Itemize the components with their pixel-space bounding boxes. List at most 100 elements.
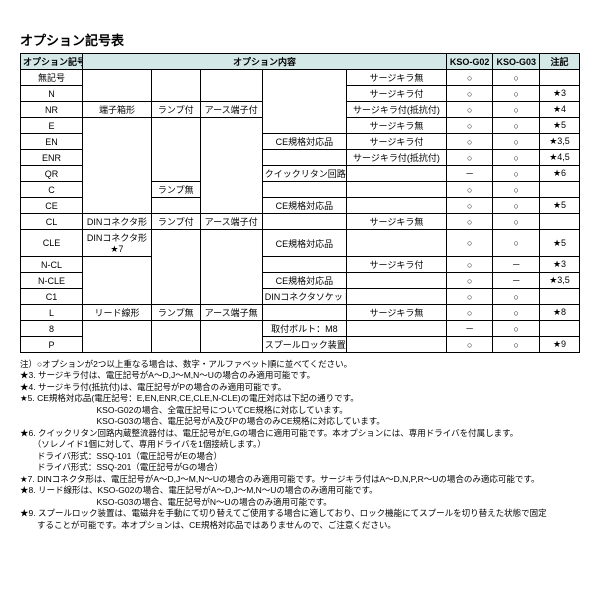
table-row: 8取付ボルト：M8－○ <box>21 321 580 337</box>
cell-note <box>540 289 580 305</box>
cell-sub5: サージキラ無 <box>347 118 447 134</box>
cell-code: N <box>21 86 83 102</box>
cell-g02: ○ <box>446 214 493 230</box>
cell-note <box>540 182 580 198</box>
th-note: 注記 <box>540 54 580 70</box>
note-line: ドライバ形式：SSQ-101（電圧記号がEの場合） <box>20 451 580 462</box>
cell-note <box>540 70 580 86</box>
note-line: ★5. CE規格対応品(電圧記号：E,EN,ENR,CE,CLE,N-CLE)の… <box>20 393 580 404</box>
cell-g03: ○ <box>493 70 540 86</box>
cell-code: C1 <box>21 289 83 305</box>
cell-sub4: 取付ボルト：M8 <box>262 321 346 337</box>
cell-sub3: アース端子付 <box>200 102 262 118</box>
cell-sub5: サージキラ付 <box>347 257 447 273</box>
cell-sub2: ランプ付 <box>151 102 200 118</box>
cell-sub3: アース端子無 <box>200 305 262 321</box>
cell-g02: ○ <box>446 134 493 150</box>
note-line: 注）○オプションが2つ以上重なる場合は、数字・アルファベット順に並べてください。 <box>20 359 580 370</box>
cell-g03: ○ <box>493 230 540 257</box>
cell-sub4: CE規格対応品 <box>262 273 346 289</box>
cell-note: ★3 <box>540 86 580 102</box>
cell-g03: ○ <box>493 198 540 214</box>
cell-g03: ○ <box>493 118 540 134</box>
cell-sub3 <box>200 230 262 305</box>
cell-code: P <box>21 337 83 353</box>
cell-sub1 <box>83 118 152 214</box>
cell-sub2 <box>151 230 200 305</box>
cell-g03: ○ <box>493 214 540 230</box>
note-line: ★9. スプールロック装置は、電磁弁を手動にて切り替えてご使用する場合に適してお… <box>20 508 580 519</box>
notes-section: 注）○オプションが2つ以上重なる場合は、数字・アルファベット順に並べてください。… <box>20 359 580 531</box>
cell-g02: ○ <box>446 198 493 214</box>
cell-note: ★5 <box>540 118 580 134</box>
table-row: N-CLサージキラ付○－★3 <box>21 257 580 273</box>
cell-sub4 <box>262 305 346 321</box>
cell-sub1 <box>83 257 152 305</box>
cell-sub1: 端子箱形 <box>83 102 152 118</box>
table-row: CLEDINコネクタ形★7CE規格対応品○○★5 <box>21 230 580 257</box>
cell-code: L <box>21 305 83 321</box>
cell-note: ★6 <box>540 166 580 182</box>
cell-code: N-CLE <box>21 273 83 289</box>
cell-sub4: DINコネクタソケット無 <box>262 289 346 305</box>
cell-note: ★8 <box>540 305 580 321</box>
cell-g02: － <box>446 321 493 337</box>
cell-sub4 <box>262 70 346 134</box>
cell-sub1 <box>83 70 152 102</box>
cell-g02: － <box>446 166 493 182</box>
cell-g03: ○ <box>493 134 540 150</box>
cell-sub2 <box>151 70 200 102</box>
cell-sub2: ランプ無 <box>151 182 200 198</box>
option-table: オプション記号 オプション内容 KSO-G02 KSO-G03 注記 無記号サー… <box>20 53 580 353</box>
cell-g02: ○ <box>446 273 493 289</box>
cell-sub2 <box>151 118 200 182</box>
cell-sub1 <box>83 321 152 353</box>
note-line: ★7. DINコネクタ形は、電圧記号がA～D,J～M,N～Uの場合のみ適用可能で… <box>20 474 580 485</box>
cell-g03: ○ <box>493 337 540 353</box>
cell-sub5 <box>347 166 447 182</box>
cell-sub4 <box>262 257 346 273</box>
cell-sub5: サージキラ無 <box>347 305 447 321</box>
note-line: ドライバ形式：SSQ-201（電圧記号がGの場合） <box>20 462 580 473</box>
cell-note: ★5 <box>540 198 580 214</box>
cell-sub4 <box>262 182 346 198</box>
note-line: KSO-G03の場合、電圧記号がN～Uの場合のみ適用可能です。 <box>20 497 580 508</box>
cell-code: CLE <box>21 230 83 257</box>
cell-sub3 <box>200 118 262 214</box>
cell-g02: ○ <box>446 118 493 134</box>
cell-g02: ○ <box>446 102 493 118</box>
cell-code: CL <box>21 214 83 230</box>
cell-g02: ○ <box>446 257 493 273</box>
cell-note: ★3,5 <box>540 134 580 150</box>
cell-code: CE <box>21 198 83 214</box>
table-row: 無記号サージキラ無○○ <box>21 70 580 86</box>
cell-g02: ○ <box>446 337 493 353</box>
cell-g03: － <box>493 257 540 273</box>
th-g02: KSO-G02 <box>446 54 493 70</box>
cell-sub4: CE規格対応品 <box>262 134 346 150</box>
note-line: （ソレノイド1個に対して、専用ドライバを1個接続します。） <box>20 439 580 450</box>
cell-sub2: ランプ付 <box>151 214 200 230</box>
cell-sub5: サージキラ付 <box>347 134 447 150</box>
note-line: KSO-G03の場合、電圧記号がA及びPの場合のみCE規格に対応しています。 <box>20 416 580 427</box>
cell-g02: ○ <box>446 70 493 86</box>
cell-sub4 <box>262 150 346 166</box>
table-title: オプション記号表 <box>20 30 580 49</box>
cell-sub4 <box>262 214 346 230</box>
cell-note: ★4,5 <box>540 150 580 166</box>
cell-code: QR <box>21 166 83 182</box>
cell-g03: ○ <box>493 166 540 182</box>
cell-g03: ○ <box>493 102 540 118</box>
cell-g02: ○ <box>446 230 493 257</box>
cell-sub1: DINコネクタ形★7 <box>83 230 152 257</box>
cell-note <box>540 214 580 230</box>
th-code: オプション記号 <box>21 54 83 70</box>
header-row: オプション記号 オプション内容 KSO-G02 KSO-G03 注記 <box>21 54 580 70</box>
cell-sub3 <box>200 321 262 353</box>
note-line: ★4. サージキラ付(抵抗付)は、電圧記号がPの場合のみ適用可能です。 <box>20 382 580 393</box>
note-line: ★3. サージキラ付は、電圧記号がA～D,J～M,N～Uの場合のみ適用可能です。 <box>20 370 580 381</box>
cell-sub5: サージキラ無 <box>347 70 447 86</box>
th-g03: KSO-G03 <box>493 54 540 70</box>
table-row: Lリード線形ランプ無アース端子無サージキラ無○○★8 <box>21 305 580 321</box>
note-line: KSO-G02の場合、全電圧記号についてCE規格に対応しています。 <box>20 405 580 416</box>
